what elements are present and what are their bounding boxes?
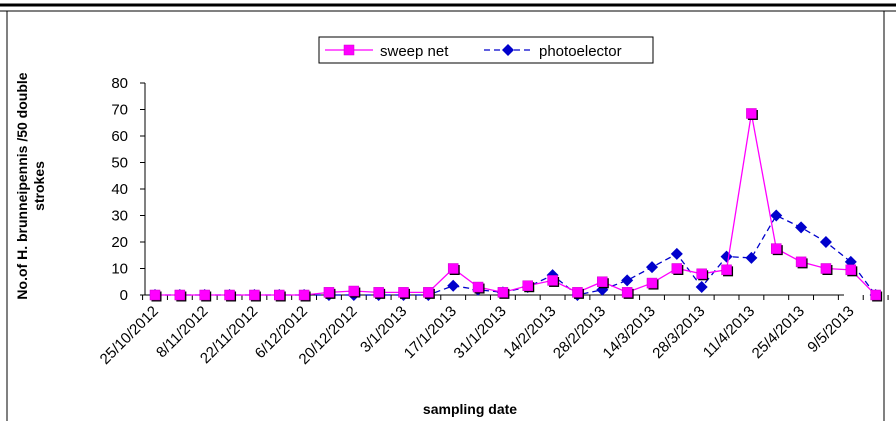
x-tick-label: 25/10/2012 xyxy=(97,303,162,368)
y-axis-label-line-1: No.of H. brunneipennis /50 double xyxy=(14,72,30,299)
y-ticks: 0 10 20 30 40 50 60 70 80 xyxy=(111,75,145,304)
series-sweep-net xyxy=(149,108,883,302)
x-tick-label: 14/2/2013 xyxy=(500,303,559,362)
data-point xyxy=(547,275,558,286)
y-tick-label: 60 xyxy=(111,128,128,145)
x-axis-label: sampling date xyxy=(423,401,517,417)
y-tick-label: 80 xyxy=(111,75,128,92)
data-point xyxy=(695,281,708,294)
x-tick-label: 14/3/2013 xyxy=(600,303,659,362)
legend-marker-photoelector xyxy=(502,44,514,56)
data-point xyxy=(646,277,658,289)
data-point xyxy=(373,287,384,298)
y-tick-label: 20 xyxy=(111,234,128,251)
x-tick-label: 11/4/2013 xyxy=(700,303,758,361)
y-tick-label: 30 xyxy=(111,208,128,225)
data-point xyxy=(597,276,608,287)
x-tick-label: 28/3/2013 xyxy=(649,303,708,362)
y-tick-label: 10 xyxy=(111,261,128,278)
y-tick-label: 40 xyxy=(111,181,128,198)
data-point xyxy=(870,289,881,301)
data-point xyxy=(298,289,310,301)
y-tick-label: 0 xyxy=(120,287,128,304)
data-point xyxy=(721,264,732,276)
x-tick-label: 28/2/2013 xyxy=(550,303,609,362)
series-line xyxy=(155,113,877,296)
data-point xyxy=(720,250,733,263)
data-point xyxy=(224,289,235,301)
legend: sweep net photoelector xyxy=(318,36,654,64)
y-axis-label: No.of H. brunneipennis /50 doublestrokes xyxy=(14,72,47,299)
series-layer xyxy=(149,108,883,302)
data-point xyxy=(572,287,583,298)
data-point xyxy=(746,108,757,119)
legend-label-photoelector: photoelector xyxy=(539,43,622,60)
y-tick-label: 70 xyxy=(111,102,128,119)
data-point xyxy=(646,261,658,274)
data-point xyxy=(671,263,683,274)
data-point xyxy=(497,287,509,298)
data-point xyxy=(770,209,783,222)
data-point xyxy=(795,256,807,268)
data-point xyxy=(845,264,857,276)
data-point xyxy=(472,281,484,293)
y-tick-label: 50 xyxy=(111,155,128,172)
data-point xyxy=(348,285,360,297)
data-point xyxy=(621,287,633,298)
data-point xyxy=(423,287,434,298)
data-point xyxy=(745,251,758,264)
data-point xyxy=(771,243,782,254)
data-point xyxy=(819,236,832,248)
series-line xyxy=(155,214,877,296)
data-point xyxy=(199,289,210,301)
x-tick-label: 25/4/2013 xyxy=(749,303,808,362)
legend-marker-sweep-net xyxy=(343,44,355,56)
data-point xyxy=(820,263,832,274)
x-ticks: 25/10/20128/11/201222/11/20126/12/201220… xyxy=(97,295,889,368)
legend-label-sweep-net: sweep net xyxy=(380,43,449,60)
data-point xyxy=(670,247,683,260)
data-point xyxy=(249,289,260,301)
y-axis-label-line-2: strokes xyxy=(31,161,47,211)
x-tick-label: 9/5/2013 xyxy=(804,303,857,356)
data-point xyxy=(323,287,335,298)
data-point xyxy=(174,289,186,301)
data-point xyxy=(522,280,533,291)
x-tick-label: 31/1/2013 xyxy=(451,303,510,362)
data-point xyxy=(274,289,285,301)
data-point xyxy=(795,221,808,234)
data-point xyxy=(447,263,459,274)
data-point xyxy=(447,279,460,292)
data-point xyxy=(621,274,634,287)
data-point xyxy=(149,289,161,301)
data-point xyxy=(696,268,707,280)
data-point xyxy=(398,287,409,298)
x-tick-label: 17/1/2013 xyxy=(401,303,460,362)
